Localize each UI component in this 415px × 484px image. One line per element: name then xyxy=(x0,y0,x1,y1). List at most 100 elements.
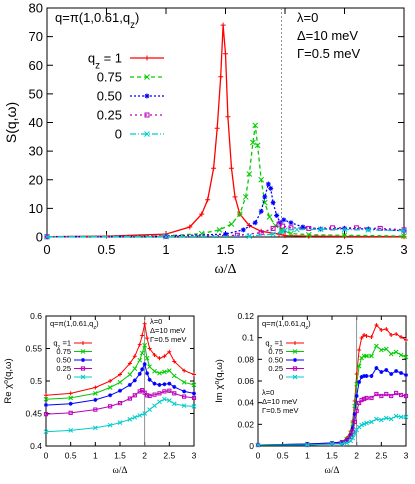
data-point xyxy=(361,421,367,427)
legend-marker xyxy=(293,358,297,362)
x-tick-label: 1 xyxy=(162,242,169,257)
series-0.25 xyxy=(43,388,197,417)
data-point xyxy=(359,336,364,340)
data-point xyxy=(152,381,157,386)
data-point xyxy=(383,346,389,352)
data-point xyxy=(282,227,288,233)
data-point xyxy=(182,368,187,373)
data-point xyxy=(352,412,357,416)
data-point xyxy=(305,231,312,238)
x-tick-label: 2.5 xyxy=(163,451,175,461)
data-point xyxy=(108,379,113,383)
data-point xyxy=(374,391,379,397)
data-point xyxy=(268,185,274,191)
data-point xyxy=(140,367,145,372)
data-point xyxy=(258,208,264,214)
legend-marker xyxy=(292,366,298,371)
data-point xyxy=(192,391,196,396)
data-point xyxy=(44,403,48,408)
data-point xyxy=(167,349,172,354)
data-point xyxy=(350,426,355,430)
legend-marker xyxy=(144,74,150,80)
x-tick-label: 1.5 xyxy=(114,451,126,461)
y-tick-label: 0.55 xyxy=(25,343,42,353)
data-point xyxy=(258,176,265,183)
data-point xyxy=(172,384,177,389)
data-point xyxy=(205,197,211,203)
legend-marker xyxy=(144,131,150,137)
data-point xyxy=(374,366,379,370)
y-tick-label: 0.5 xyxy=(30,376,42,386)
series-1 xyxy=(44,321,196,398)
data-point xyxy=(139,350,145,356)
series-0.75 xyxy=(43,342,197,402)
legend-marker xyxy=(293,341,297,345)
series-0.50 xyxy=(44,362,196,408)
legend-label: 0.25 xyxy=(268,364,283,373)
data-point xyxy=(384,368,389,372)
data-point xyxy=(388,416,394,422)
data-point xyxy=(117,379,123,385)
series-0.75 xyxy=(44,122,407,240)
x-tick-label: 0.5 xyxy=(97,242,115,257)
data-point xyxy=(388,351,394,357)
data-point xyxy=(68,401,73,406)
data-point xyxy=(362,333,367,337)
data-point xyxy=(137,357,143,363)
data-point xyxy=(142,362,147,367)
data-point xyxy=(393,413,399,419)
legend-marker xyxy=(144,55,150,61)
data-point xyxy=(132,366,138,372)
y-tick-label: 30 xyxy=(29,144,43,159)
legend-label: 0.75 xyxy=(268,347,283,356)
x-axis-label: ω/Δ xyxy=(324,466,339,476)
legend-marker xyxy=(80,366,86,371)
data-point xyxy=(304,442,310,448)
data-point xyxy=(246,171,253,177)
data-point xyxy=(383,415,389,421)
y-tick-label: 10 xyxy=(29,201,43,216)
data-point xyxy=(162,389,167,394)
data-point xyxy=(142,342,148,348)
data-point xyxy=(344,440,350,446)
y-tick-label: 0.45 xyxy=(25,408,42,418)
data-point xyxy=(357,348,362,352)
y-tick-label: 0.12 xyxy=(237,311,254,321)
data-point xyxy=(379,370,384,374)
data-point xyxy=(171,373,177,379)
data-point xyxy=(211,165,217,171)
data-point xyxy=(384,327,389,331)
data-point xyxy=(401,233,407,239)
x-tick-label: 2.5 xyxy=(375,451,387,461)
data-point xyxy=(68,428,74,433)
data-point xyxy=(389,393,394,399)
x-tick-label: 0 xyxy=(44,451,49,461)
data-point xyxy=(68,395,74,401)
data-point xyxy=(223,51,228,57)
data-point xyxy=(262,194,268,200)
data-point xyxy=(127,396,132,401)
y-tick-label: 20 xyxy=(29,172,43,187)
data-point xyxy=(364,374,369,378)
data-point xyxy=(305,442,310,446)
data-point xyxy=(157,382,162,387)
data-point xyxy=(288,230,294,237)
data-point xyxy=(182,394,187,399)
legend-label: 0.75 xyxy=(97,70,122,85)
data-point xyxy=(359,397,364,403)
data-point xyxy=(389,372,394,376)
legend-label: 0 xyxy=(115,127,122,142)
legend-marker xyxy=(292,374,298,380)
data-point xyxy=(369,374,374,378)
data-point xyxy=(157,356,162,361)
series-line xyxy=(46,223,405,238)
legend-marker xyxy=(292,349,298,354)
data-point xyxy=(341,226,348,233)
data-point xyxy=(274,213,280,219)
data-point xyxy=(92,390,98,396)
x-axis-label: ω/Δ xyxy=(214,262,236,277)
data-point xyxy=(374,343,379,349)
data-point xyxy=(329,441,335,447)
data-point xyxy=(44,233,50,240)
x-axis-label: ω/Δ xyxy=(112,466,127,476)
